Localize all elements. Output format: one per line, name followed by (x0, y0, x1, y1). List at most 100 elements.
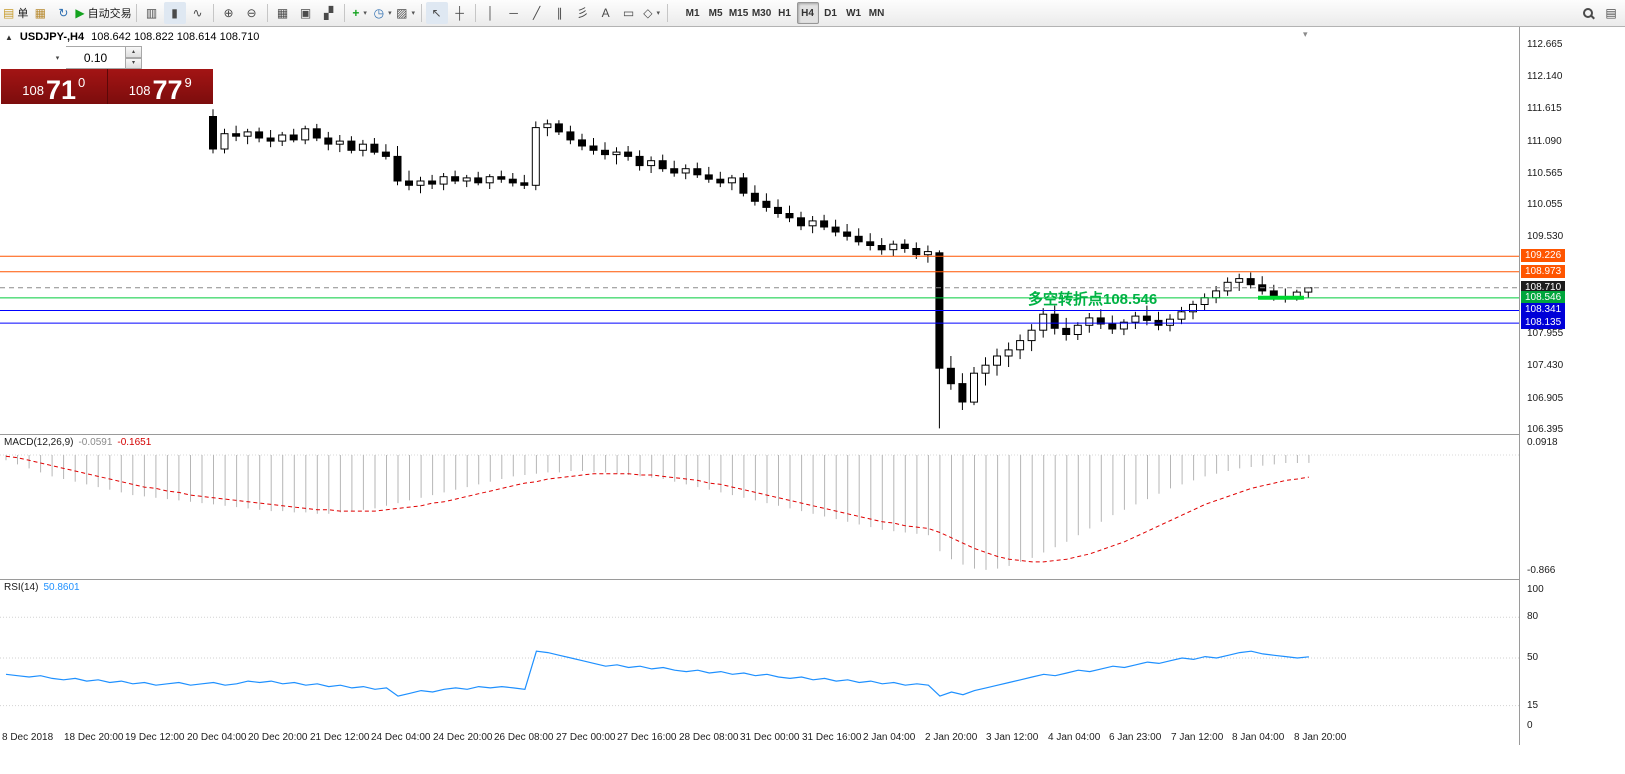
price-tag-108.710: 108.710 (1521, 281, 1566, 294)
auto-trading-button[interactable]: ▶ 自动交易 (75, 2, 131, 24)
candle (981, 364, 990, 374)
cascade-windows-button[interactable]: ▣ (295, 2, 317, 24)
sell-price-display[interactable]: 108 71 0 (1, 69, 108, 104)
chart-window-button[interactable]: ▤ (1600, 2, 1622, 24)
buy-button[interactable]: BUY (142, 46, 194, 69)
candle (1142, 315, 1151, 321)
candle (727, 177, 736, 184)
buy-price-display[interactable]: 108 77 9 (107, 69, 213, 106)
candle (1016, 340, 1025, 351)
time-axis-label: 31 Dec 00:00 (740, 732, 800, 743)
label-icon: ▭ (622, 6, 635, 20)
horizontal-line-icon: ─ (509, 6, 518, 20)
fibonacci-button[interactable]: 彡 (572, 2, 594, 24)
candle (301, 128, 310, 141)
arrange-windows-button[interactable]: ▞ (318, 2, 340, 24)
candle (647, 160, 656, 167)
volume-input[interactable]: 0.10 (66, 46, 126, 69)
candle (1166, 318, 1174, 326)
tile-windows-button[interactable]: ▦ (272, 2, 294, 24)
bar-chart-button[interactable]: ▥ (141, 2, 163, 24)
fibonacci-icon: 彡 (576, 6, 589, 20)
panel-splitter[interactable] (0, 579, 1625, 580)
candle (1027, 329, 1036, 342)
indicators-button[interactable]: + ▾ (349, 2, 371, 24)
time-axis-label: 7 Jan 12:00 (1171, 732, 1224, 743)
refresh-button[interactable]: ↻ (52, 2, 74, 24)
candle (1062, 327, 1071, 335)
new-order-button[interactable]: ▤ 单 (3, 2, 28, 24)
chevron-down-icon: ▾ (388, 10, 392, 17)
time-scale[interactable]: 8 Dec 2018 18 Dec 20:00 19 Dec 12:00 20 Dec… (0, 728, 1519, 745)
timeframe-h4-button[interactable]: H4 (796, 2, 819, 24)
equidistant-channel-button[interactable]: ∥ (549, 2, 571, 24)
pivot-annotation-text[interactable]: 多空转折点108.546 (1028, 290, 1157, 308)
price-axis-label: 110.565 (1527, 168, 1563, 179)
time-axis-label: 21 Dec 12:00 (310, 732, 370, 743)
zoom-in-button[interactable]: ⊕ (218, 2, 240, 24)
one-click-panel-toggle-icon[interactable]: ▲ (5, 32, 13, 42)
volume-up-button[interactable]: ▴ (126, 46, 142, 58)
candle (1189, 303, 1197, 313)
timeframe-h1-button[interactable]: H1 (774, 2, 796, 24)
crosshair-button[interactable]: ┼ (449, 2, 471, 24)
chevron-down-icon: ▾ (363, 10, 367, 17)
text-button[interactable]: A (595, 2, 617, 24)
templates-button[interactable]: ▨ ▾ (395, 2, 417, 24)
candle (1223, 281, 1232, 292)
trendline-button[interactable]: ╱ (526, 2, 548, 24)
rsi-axis-label: 15 (1527, 700, 1539, 711)
timeframe-m30-button[interactable]: M30 (751, 2, 773, 24)
price-scale[interactable]: 112.665 112.140 111.615 111.090 110.565 110.0… (1519, 27, 1625, 745)
horizontal-level-lines[interactable] (0, 255, 1519, 324)
candle (405, 180, 413, 186)
timeframe-mn-button[interactable]: MN (866, 2, 888, 24)
timeframe-m5-button[interactable]: M5 (705, 2, 727, 24)
timeframe-w1-button[interactable]: W1 (843, 2, 865, 24)
candle (1108, 323, 1117, 330)
chart-shift-marker-icon[interactable]: ▾ (1303, 29, 1308, 39)
candle (508, 178, 517, 184)
price-axis-label: 110.055 (1527, 199, 1563, 210)
sell-price-sup: 0 (78, 75, 86, 90)
horizontal-line-button[interactable]: ─ (503, 2, 525, 24)
tile-windows-icon: ▦ (276, 6, 289, 20)
toolbar-separator (420, 4, 422, 22)
periods-button[interactable]: ◷ ▾ (372, 2, 394, 24)
candle (393, 155, 402, 182)
search-button[interactable] (1577, 2, 1599, 24)
shapes-button[interactable]: ◇ ▾ (641, 2, 663, 24)
vertical-line-button[interactable]: │ (480, 2, 502, 24)
candle (601, 149, 609, 156)
volume-down-button[interactable]: ▾ (126, 57, 142, 69)
price-tag-108.973: 108.973 (1521, 265, 1566, 278)
candle (266, 137, 275, 142)
crosshair-icon: ┼ (455, 6, 464, 20)
panel-splitter[interactable] (0, 434, 1625, 435)
candle (612, 151, 621, 156)
volume-dropdown-button[interactable]: ▾ (49, 46, 66, 69)
price-axis-label: 107.955 (1527, 328, 1564, 339)
macd-axis-label: 0.0918 (1527, 437, 1558, 448)
candle (1004, 349, 1013, 357)
candlestick-chart-button[interactable]: ▮ (163, 2, 186, 24)
timeframe-d1-button[interactable]: D1 (820, 2, 842, 24)
cursor-button[interactable]: ↖ (425, 2, 448, 24)
line-chart-button[interactable]: ∿ (187, 2, 209, 24)
toolbar-separator (474, 4, 476, 22)
chart-canvas[interactable]: 多空转折点108.546 (0, 27, 1519, 745)
zoom-out-button[interactable]: ⊖ (241, 2, 263, 24)
rsi-series (0, 616, 1519, 707)
candle (670, 168, 679, 174)
cascade-windows-icon: ▣ (299, 6, 312, 20)
text-label-button[interactable]: ▭ (618, 2, 640, 24)
profiles-button[interactable]: ▦ (29, 2, 51, 24)
buy-price-big: 77 (152, 75, 183, 106)
sell-button[interactable]: SELL (1, 46, 49, 69)
candle (681, 168, 690, 174)
price-axis-label: 106.905 (1527, 393, 1564, 404)
timeframe-m15-button[interactable]: M15 (728, 2, 750, 24)
toolbar-separator (212, 4, 214, 22)
candle (762, 200, 771, 208)
timeframe-m1-button[interactable]: M1 (682, 2, 704, 24)
